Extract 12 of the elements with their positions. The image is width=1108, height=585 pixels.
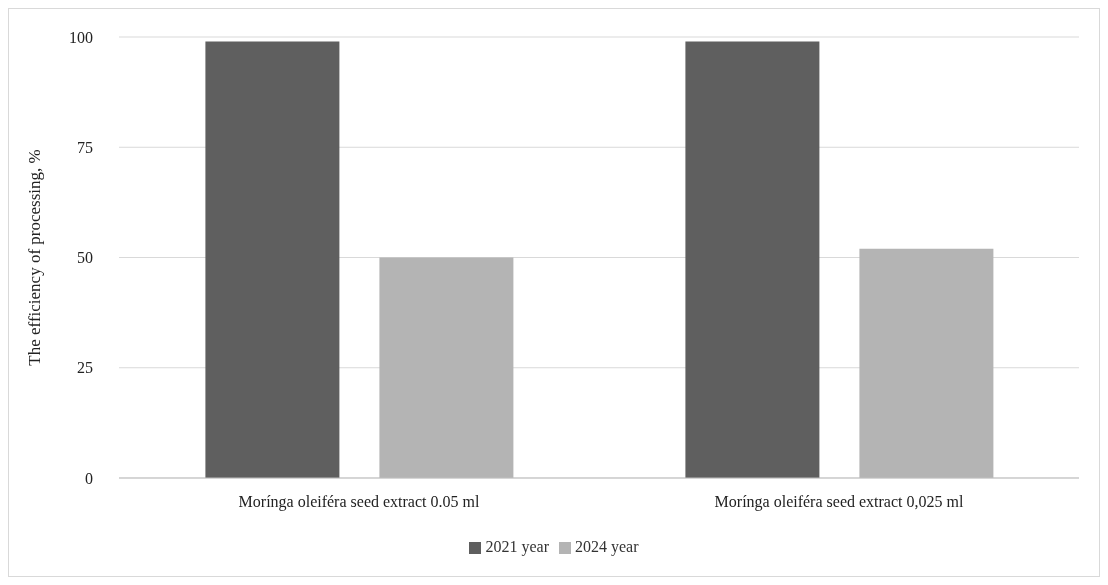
x-tick-label: Morínga oleiféra seed extract 0.05 ml xyxy=(238,493,480,512)
y-tick-label: 75 xyxy=(77,138,93,156)
y-tick-label: 50 xyxy=(77,249,93,267)
y-axis-title: The efficiency of processing, % xyxy=(25,149,45,366)
y-tick-label: 100 xyxy=(69,28,93,46)
y-tick-label: 25 xyxy=(77,359,93,377)
legend-label: 2021 year xyxy=(485,538,549,555)
bar xyxy=(685,41,820,478)
x-tick-label: Morínga oleiféra seed extract 0,025 ml xyxy=(714,493,964,512)
legend-label: 2024 year xyxy=(575,538,639,555)
y-tick-label: 0 xyxy=(85,469,93,487)
bar xyxy=(205,41,340,478)
